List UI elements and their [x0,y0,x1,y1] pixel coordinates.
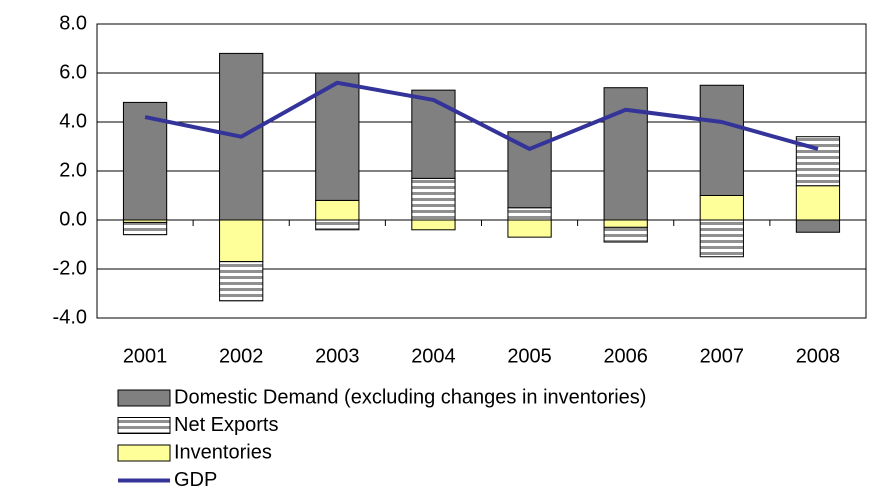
plot-border [96,23,867,319]
legend-swatch [117,389,171,407]
legend-label: Inventories [174,441,272,463]
bar-segment [603,219,648,228]
x-tick-label: 2008 [796,345,841,367]
bar-segment [411,89,456,179]
y-tick-label: -2.0 [53,257,87,279]
bar-segment [411,177,456,221]
x-tick-label: 2006 [603,345,648,367]
bar-segment [219,219,264,263]
legend-label: Domestic Demand (excluding changes in in… [174,386,646,408]
x-tick-label: 2004 [411,345,456,367]
y-tick-label: 4.0 [59,110,87,132]
legend-label: Net Exports [174,414,278,436]
legend-swatch [117,417,171,434]
x-tick-label: 2002 [219,345,264,367]
legend-swatch [117,444,171,462]
bar-segment [795,219,841,233]
bar-segment [699,219,744,258]
bar-segment [507,207,552,221]
bar-segment [795,185,841,221]
y-tick-label: 0.0 [59,208,87,230]
bar-segment [315,72,360,201]
x-tick-label: 2005 [507,345,552,367]
x-tick-label: 2003 [315,345,360,367]
bar-segment [315,219,360,231]
y-tick-label: 2.0 [59,159,87,181]
y-tick-label: -4.0 [53,306,87,328]
bar-segment [603,87,648,221]
y-tick-label: 6.0 [59,61,87,83]
legend-label: GDP [174,469,217,491]
y-tick-label: 8.0 [59,12,87,34]
bar-segment [122,221,168,236]
bar-segment [219,261,264,302]
bar-segment [411,219,456,231]
bar-segment [315,199,360,221]
x-tick-label: 2007 [700,345,745,367]
bar-segment [699,195,744,221]
bar-segment [699,84,744,196]
bar-segment [507,219,552,238]
line-series [144,80,819,151]
x-tick-label: 2001 [123,345,168,367]
bar-segment [603,226,648,243]
